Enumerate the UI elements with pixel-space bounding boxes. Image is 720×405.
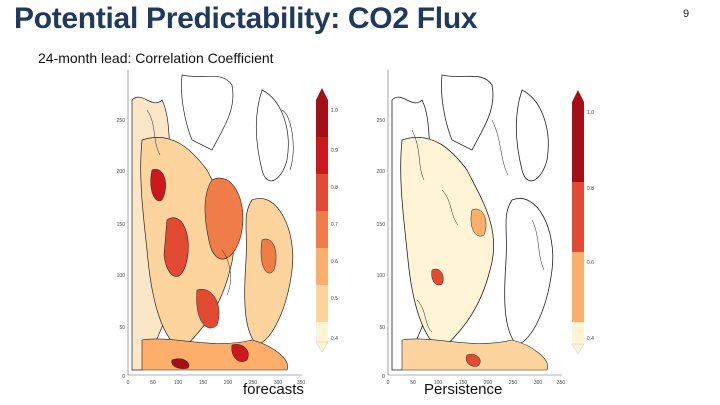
persistence-caption: Persistence	[424, 381, 503, 398]
y-tick-label: 150	[117, 222, 126, 228]
y-tick-label: 200	[117, 169, 126, 175]
slide-subtitle: 24-month lead: Correlation Coefficient	[38, 50, 274, 66]
y-tick-label: 250	[377, 118, 386, 124]
y-tick-label: 100	[117, 273, 126, 279]
page-number: 9	[683, 8, 690, 20]
y-tick-label: 250	[117, 118, 126, 124]
contour-field	[391, 74, 554, 371]
x-tick-label: 250	[509, 380, 518, 386]
colorbar-segment	[316, 248, 328, 285]
colorbar-segment	[316, 137, 328, 174]
x-tick-label: 150	[459, 380, 468, 386]
y-tick-label: 0	[382, 374, 385, 380]
colorbar-segment	[316, 100, 328, 137]
colorbar-segment	[572, 182, 584, 252]
x-tick-label: 150	[199, 380, 208, 386]
colorbar-tick: 0.6	[587, 260, 594, 266]
x-tick-label: 100	[174, 380, 183, 386]
colorbar-tick: 0.8	[587, 186, 594, 192]
colorbar-tick: 0.8	[331, 185, 338, 191]
x-tick-label: 350	[297, 380, 306, 386]
x-tick-label: 200	[224, 380, 233, 386]
forecasts-map-panel: 250 200 150 100 50 0 0 50 100 150 200 25…	[112, 70, 344, 400]
colorbar-tick: 0.9	[331, 148, 338, 154]
colorbar-segment	[572, 252, 584, 322]
colorbar-segment	[316, 322, 328, 342]
y-tick-label: 200	[377, 169, 386, 175]
colorbar: 1.0 0.8 0.6 0.4	[571, 90, 594, 355]
colorbar-tick: 0.4	[331, 336, 338, 342]
contour-field	[131, 74, 294, 371]
colorbar-segment	[572, 322, 584, 344]
x-tick-label: 250	[249, 380, 258, 386]
colorbar-tick: 0.7	[331, 222, 338, 228]
x-tick-label: 300	[534, 380, 543, 386]
forecasts-map: 250 200 150 100 50 0 0 50 100 150 200 25…	[117, 70, 338, 386]
persistence-map-panel: 250 200 150 100 50 0 0 50 100 150 200 25…	[372, 70, 604, 400]
y-tick-label: 0	[122, 374, 125, 380]
x-tick-label: 50	[410, 380, 416, 386]
colorbar-tick: 0.4	[587, 336, 594, 342]
y-tick-label: 150	[377, 222, 386, 228]
x-tick-label: 0	[387, 380, 390, 386]
y-tick-label: 100	[377, 273, 386, 279]
x-tick-label: 300	[274, 380, 283, 386]
colorbar-segment	[316, 174, 328, 211]
colorbar-segment	[316, 285, 328, 322]
colorbar-segment	[316, 211, 328, 248]
colorbar-tick: 0.5	[331, 296, 338, 302]
x-tick-label: 200	[484, 380, 493, 386]
colorbar-tick: 1.0	[331, 108, 338, 114]
x-tick-label: 350	[557, 380, 566, 386]
colorbar-tick: 1.0	[587, 110, 594, 116]
persistence-map: 250 200 150 100 50 0 0 50 100 150 200 25…	[377, 70, 594, 386]
y-tick-label: 50	[379, 325, 385, 331]
x-tick-label: 0	[127, 380, 130, 386]
slide-title: Potential Predictability: CO2 Flux	[14, 2, 478, 35]
colorbar: 1.0 0.9 0.8 0.7 0.6 0.5 0.4	[315, 88, 338, 353]
y-tick-label: 50	[119, 325, 125, 331]
forecasts-caption: forecasts	[243, 381, 304, 398]
colorbar-tick: 0.6	[331, 259, 338, 265]
colorbar-segment	[572, 102, 584, 182]
x-tick-label: 50	[150, 380, 156, 386]
x-tick-label: 100	[434, 380, 443, 386]
